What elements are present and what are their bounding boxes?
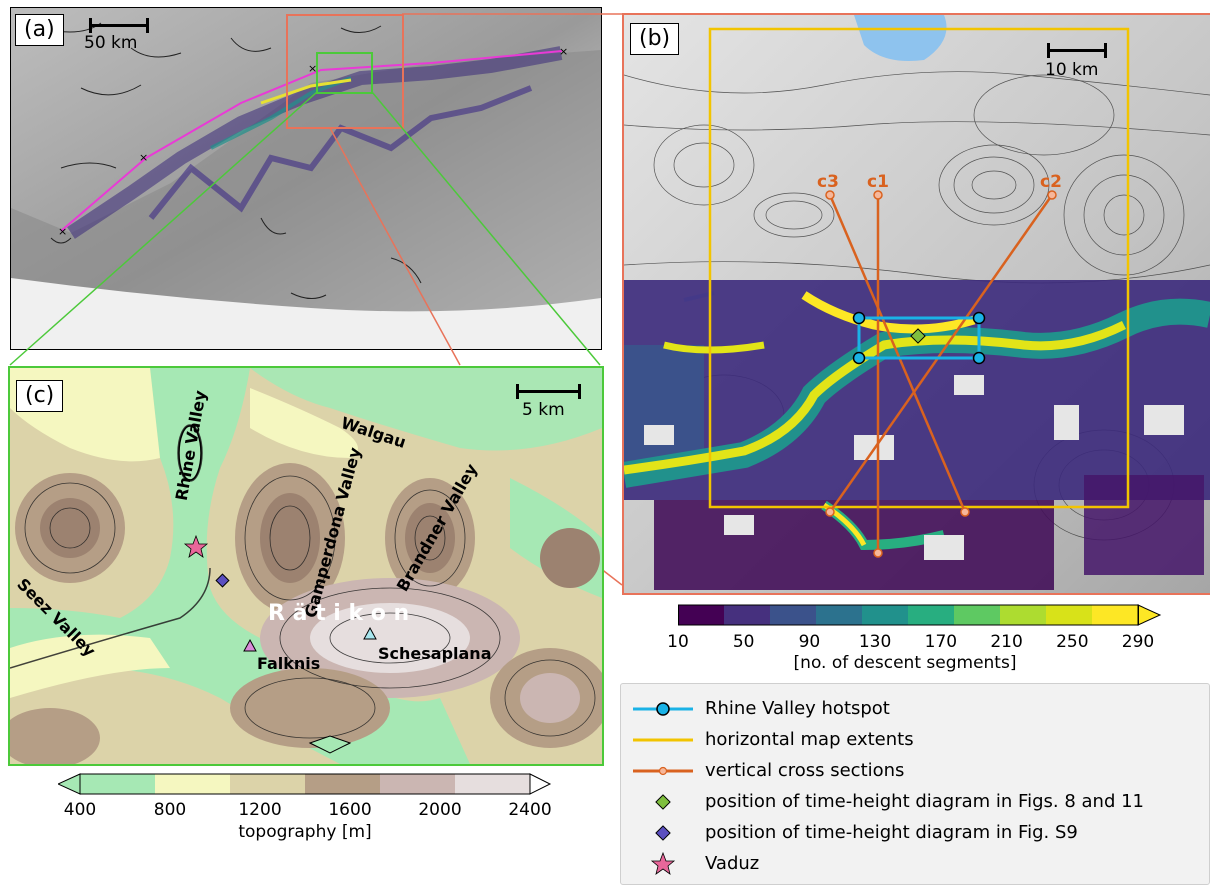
legend-item-purple-diamond: position of time-height diagram in Fig. … [621,820,1209,848]
legend-label: horizontal map extents [705,729,914,750]
descent-tick: 250 [1056,632,1089,652]
panel-b-descent-map: c3 c1 c2 (b) 10 km [622,13,1210,595]
topo-tick: 1600 [328,800,372,820]
topo-tick: 800 [153,800,187,820]
orange-line-icon [633,766,693,776]
pink-star-icon [650,851,676,875]
descent-color-step [724,605,771,625]
descent-color-step [1092,605,1139,625]
hotspot-line-icon [633,702,693,716]
legend-label: Vaduz [705,853,760,874]
topography-colorbar [56,773,552,795]
scalebar-c-label: 5 km [522,400,565,420]
topo-color-step [380,774,456,794]
green-diamond-icon [655,794,671,810]
legend-box: Rhine Valley hotspot horizontal map exte… [620,683,1210,885]
panel-b-label: (b) [630,23,680,55]
svg-text:×: × [308,62,317,75]
descent-colorbar-ramp [678,604,1162,626]
descent-tick: 170 [924,632,958,652]
cross-section-c1-label: c1 [867,172,889,192]
schesaplana-peak [363,626,377,640]
zoom-box-c [316,52,373,94]
rhine-valley-hotspot [857,316,981,360]
descent-tick: 210 [990,632,1023,652]
topography-map-graphic [10,368,602,764]
topo-tick: 1200 [238,800,282,820]
cross-section-c3-label: c3 [817,172,839,192]
green-diamond-marker [910,328,926,344]
yellow-line-icon [633,738,693,742]
descent-color-step [1000,605,1047,625]
topo-tick: 2000 [418,800,462,820]
topography-colorbar-ramp [56,773,552,795]
svg-text:×: × [139,151,148,164]
falknis-label: Falknis [257,654,321,673]
topo-color-step [230,774,306,794]
scalebar-b [1047,43,1107,58]
horizontal-map-extent [708,27,1130,509]
panel-c-topography-map: Rhine Valley Walgau Gamperdona Valley Br… [8,366,604,766]
descent-colorbar-label: [no. of descent segments] [793,653,1017,673]
descent-tick: 130 [858,632,892,652]
descent-color-step [954,605,1001,625]
cross-section-c2-label: c2 [1040,172,1062,192]
descent-tick: 10 [667,632,689,652]
descent-colorbar [678,604,1162,626]
legend-item-hotspot: Rhine Valley hotspot [621,696,1209,724]
scalebar-c [516,384,581,399]
topo-color-step [455,774,531,794]
panel-c-label: (c) [16,380,64,412]
legend-item-green-diamond: position of time-height diagram in Figs.… [621,789,1209,817]
raetikon-label: R ä t i k o n [268,601,410,626]
scalebar-a-label: 50 km [84,33,138,53]
legend-label: position of time-height diagram in Fig. … [705,822,1078,843]
topo-color-step [305,774,381,794]
descent-color-step [678,605,725,625]
scalebar-a [89,18,149,33]
descent-color-step [770,605,817,625]
legend-item-vaduz: Vaduz [621,851,1209,879]
topo-tick: 400 [63,800,97,820]
descent-map-graphic [624,15,1210,593]
lake [854,15,947,61]
legend-label: Rhine Valley hotspot [705,698,890,719]
schesaplana-label: Schesaplana [378,644,492,663]
scalebar-b-label: 10 km [1045,60,1099,80]
topography-colorbar-label: topography [m] [238,822,372,842]
descent-tick: 90 [798,632,821,652]
legend-item-cross-sections: vertical cross sections [621,758,1209,786]
overview-map-graphic: × × × × [11,8,601,349]
descent-tick: 290 [1121,632,1155,652]
legend-label: vertical cross sections [705,760,905,781]
descent-color-step [908,605,955,625]
legend-item-extents: horizontal map extents [621,727,1209,755]
descent-color-step [1046,605,1093,625]
descent-tick: 50 [732,632,755,652]
falknis-peak [243,638,257,652]
topo-tick: 2400 [508,800,552,820]
descent-color-step [862,605,909,625]
vaduz-star [183,534,209,558]
topo-color-step [155,774,231,794]
topo-color-step [80,774,156,794]
legend-label: position of time-height diagram in Figs.… [705,791,1145,812]
purple-diamond-marker [215,573,230,588]
panel-a-label: (a) [15,14,64,46]
svg-text:×: × [58,225,67,238]
purple-diamond-icon [655,825,671,841]
svg-text:×: × [559,45,568,58]
panel-a-overview-map: × × × × (a) 50 km [10,7,602,350]
descent-color-step [816,605,863,625]
